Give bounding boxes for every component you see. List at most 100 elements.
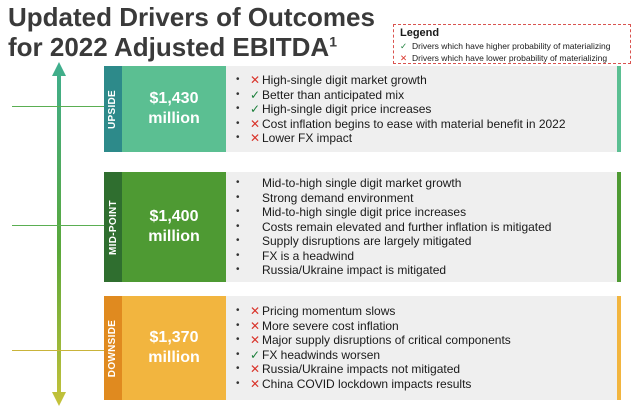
value-amount-downside: $1,370 bbox=[149, 329, 199, 346]
panel-value-upside: $1,430 million bbox=[122, 66, 226, 152]
panel-side-downside: DOWNSIDE bbox=[104, 296, 122, 400]
legend-row-higher: ✓ Drivers which have higher probability … bbox=[400, 40, 624, 52]
item-text: Supply disruptions are largely mitigated bbox=[262, 234, 472, 248]
page-title: Updated Drivers of Outcomes for 2022 Adj… bbox=[8, 2, 388, 62]
check-icon: ✓ bbox=[400, 41, 408, 51]
panel-downside: DOWNSIDE $1,370 million • ✕ Pricing momentu… bbox=[104, 296, 621, 400]
bullet: • bbox=[236, 117, 240, 129]
panel-side-upside: UPSIDE bbox=[104, 66, 122, 152]
marker-line-upside bbox=[12, 106, 104, 107]
item-text: Major supply disruptions of critical com… bbox=[262, 333, 511, 347]
item-text: Russia/Ukraine impact is mitigated bbox=[262, 263, 447, 277]
bullet: • bbox=[236, 264, 240, 275]
item-text: Strong demand environment bbox=[262, 190, 414, 205]
list-item: • ✓ High-single digit price increases bbox=[236, 102, 613, 117]
value-amount-midpoint: $1,400 bbox=[149, 208, 199, 225]
item-text: Mid-to-high single digit market growth bbox=[262, 176, 462, 190]
panel-body-upside: • ✕ High-single digit market growth • ✓ Bett… bbox=[226, 66, 617, 152]
bullet: • bbox=[236, 191, 240, 203]
list-item: • ✕ Major supply disruptions of critical c… bbox=[236, 333, 613, 348]
item-text: FX is a headwind bbox=[262, 248, 355, 263]
bullet: • bbox=[236, 206, 240, 217]
list-item: • Russia/Ukraine impact is mitigated bbox=[236, 263, 613, 278]
panel-value-downside: $1,370 million bbox=[122, 296, 226, 400]
bullet: • bbox=[236, 348, 240, 360]
title-line-1: Updated Drivers of Outcomes bbox=[8, 2, 375, 32]
list-item: • ✕ High-single digit market growth bbox=[236, 73, 613, 88]
panel-upside: UPSIDE $1,430 million • ✕ High-single digit… bbox=[104, 66, 621, 152]
legend-text-lower: Drivers which have lower probability of … bbox=[412, 53, 608, 63]
bullet: • bbox=[236, 235, 240, 246]
bullet: • bbox=[236, 132, 240, 143]
list-item: • ✕ Lower FX impact bbox=[236, 131, 613, 146]
bullet: • bbox=[236, 319, 240, 331]
list-item: • ✕ Russia/Ukraine impacts not mitigated bbox=[236, 362, 613, 377]
panel-value-midpoint: $1,400 million bbox=[122, 172, 226, 282]
list-item: • Mid-to-high single digit price increase… bbox=[236, 205, 613, 220]
x-icon: ✕ bbox=[249, 318, 261, 333]
panel-label-downside: DOWNSIDE bbox=[107, 319, 119, 377]
item-text: Costs remain elevated and further inflat… bbox=[262, 219, 552, 234]
item-text: More severe cost inflation bbox=[262, 318, 399, 333]
item-text: Pricing momentum slows bbox=[262, 304, 396, 318]
panel-body-midpoint: • Mid-to-high single digit market growth … bbox=[226, 172, 617, 282]
marker-line-downside bbox=[12, 350, 104, 351]
x-icon: ✕ bbox=[249, 376, 261, 391]
bullet: • bbox=[236, 177, 240, 188]
check-icon: ✓ bbox=[249, 102, 261, 117]
x-icon: ✕ bbox=[249, 362, 261, 377]
bullet: • bbox=[236, 334, 240, 345]
item-text: Better than anticipated mix bbox=[262, 87, 405, 102]
value-unit-upside: million bbox=[148, 110, 200, 127]
list-item: • ✕ Cost inflation begins to ease with mat… bbox=[236, 117, 613, 132]
value-amount-upside: $1,430 bbox=[149, 90, 199, 107]
list-item: • ✕ Pricing momentum slows bbox=[236, 304, 613, 319]
bullet: • bbox=[236, 363, 240, 374]
bullet: • bbox=[236, 88, 240, 100]
panel-endbar-downside bbox=[617, 296, 621, 400]
panel-endbar-upside bbox=[617, 66, 621, 152]
x-icon: ✕ bbox=[400, 53, 408, 63]
bullet: • bbox=[236, 377, 240, 389]
legend-text-higher: Drivers which have higher probability of… bbox=[412, 41, 611, 51]
item-text: Cost inflation begins to ease with mater… bbox=[262, 116, 566, 131]
bullet: • bbox=[236, 74, 240, 85]
list-item: • ✓ FX headwinds worsen bbox=[236, 348, 613, 363]
panel-endbar-midpoint bbox=[617, 172, 621, 282]
x-icon: ✕ bbox=[249, 333, 261, 348]
x-icon: ✕ bbox=[249, 131, 261, 146]
list-item: • FX is a headwind bbox=[236, 249, 613, 264]
bullet: • bbox=[236, 249, 240, 261]
title-footnote: 1 bbox=[329, 33, 338, 50]
check-icon: ✓ bbox=[249, 347, 261, 362]
list-item: • ✓ Better than anticipated mix bbox=[236, 88, 613, 103]
x-icon: ✕ bbox=[249, 116, 261, 131]
item-text: Lower FX impact bbox=[262, 131, 353, 145]
double-arrow-icon bbox=[52, 62, 66, 406]
list-item: • Mid-to-high single digit market growth bbox=[236, 176, 613, 191]
x-icon: ✕ bbox=[249, 304, 261, 319]
value-unit-downside: million bbox=[148, 349, 200, 366]
item-text: China COVID lockdown impacts results bbox=[262, 376, 472, 391]
item-text: FX headwinds worsen bbox=[262, 347, 381, 362]
marker-line-midpoint bbox=[12, 225, 104, 226]
check-icon: ✓ bbox=[249, 87, 261, 102]
item-text: Russia/Ukraine impacts not mitigated bbox=[262, 362, 461, 376]
panel-midpoint: MID-POINT $1,400 million • Mid-to-high sin… bbox=[104, 172, 621, 282]
panel-label-upside: UPSIDE bbox=[107, 89, 119, 129]
value-unit-midpoint: million bbox=[148, 228, 200, 245]
list-item: • Supply disruptions are largely mitigate… bbox=[236, 234, 613, 249]
list-item: • Costs remain elevated and further infla… bbox=[236, 220, 613, 235]
item-text: High-single digit price increases bbox=[262, 102, 432, 116]
legend: Legend ✓ Drivers which have higher proba… bbox=[393, 24, 631, 64]
list-item: • ✕ China COVID lockdown impacts results bbox=[236, 377, 613, 392]
list-item: • Strong demand environment bbox=[236, 191, 613, 206]
panel-body-downside: • ✕ Pricing momentum slows • ✕ More severe c… bbox=[226, 296, 617, 400]
bullet: • bbox=[236, 305, 240, 316]
panel-side-midpoint: MID-POINT bbox=[104, 172, 122, 282]
legend-row-lower: ✕ Drivers which have lower probability o… bbox=[400, 52, 624, 64]
item-text: High-single digit market growth bbox=[262, 73, 427, 87]
list-item: • ✕ More severe cost inflation bbox=[236, 319, 613, 334]
panel-label-midpoint: MID-POINT bbox=[107, 199, 119, 255]
item-text: Mid-to-high single digit price increases bbox=[262, 205, 467, 219]
